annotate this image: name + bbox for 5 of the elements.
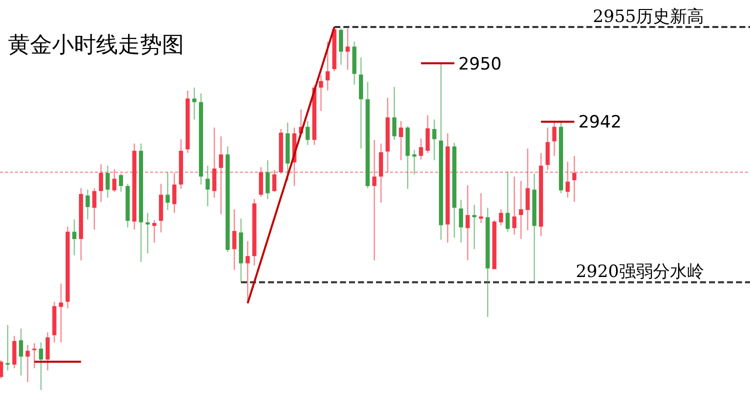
series-label: 2950 xyxy=(458,54,502,74)
ref-line-label: 2920强弱分水岭 xyxy=(576,262,704,282)
ref-line-label: 2955历史新高 xyxy=(592,7,704,27)
chart-title: 黄金小时线走势图 xyxy=(8,33,184,58)
series-label: 2942 xyxy=(578,112,622,133)
